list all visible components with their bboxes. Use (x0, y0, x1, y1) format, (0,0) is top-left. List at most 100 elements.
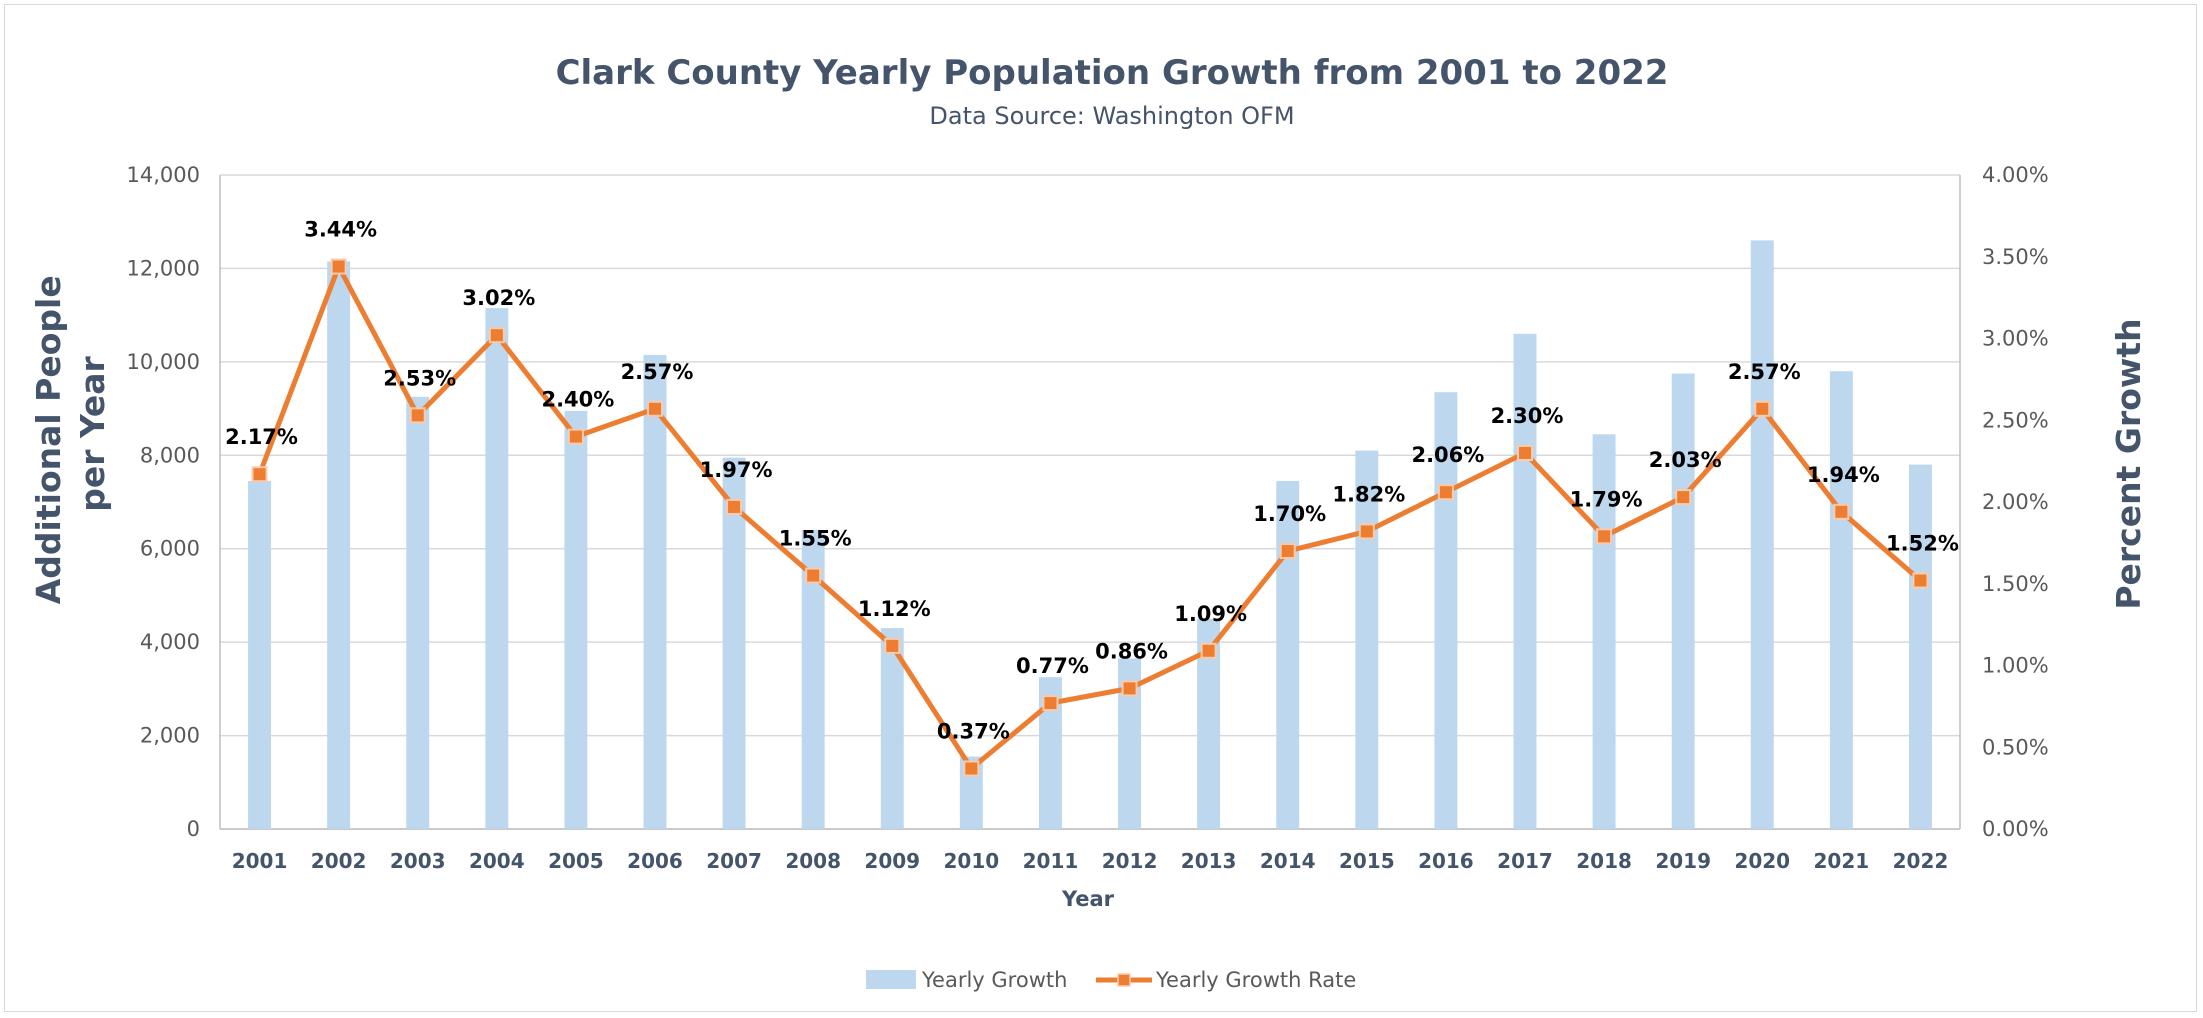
line-marker (251, 466, 268, 483)
data-label: 2.03% (1649, 448, 1722, 472)
bar (327, 261, 351, 830)
line-marker (1358, 523, 1375, 540)
left-tick-label: 8,000 (140, 443, 200, 467)
line-marker (805, 567, 822, 584)
left-tick-label: 12,000 (127, 256, 200, 280)
line-marker (330, 258, 347, 275)
line-marker (1279, 543, 1296, 560)
chart-title: Clark County Yearly Population Growth fr… (556, 53, 1669, 93)
x-tick-label: 2020 (1734, 849, 1790, 873)
bar (1038, 677, 1062, 829)
bar (1829, 371, 1853, 829)
right-tick-label: 4.00% (1982, 163, 2049, 187)
data-label: 1.55% (779, 527, 852, 551)
bar (248, 480, 272, 829)
x-tick-label: 2012 (1102, 849, 1158, 873)
data-label: 0.86% (1095, 639, 1168, 663)
legend-swatch-bar (866, 970, 916, 989)
data-label: 1.12% (858, 597, 931, 621)
left-tick-label: 6,000 (140, 537, 200, 561)
line-marker (409, 407, 426, 424)
x-tick-label: 2002 (311, 849, 367, 873)
data-label: 0.77% (1016, 654, 1089, 678)
data-label: 1.82% (1332, 482, 1405, 506)
growth-rate-line (257, 264, 1923, 772)
bar (1750, 240, 1774, 829)
x-tick-label: 2001 (232, 849, 288, 873)
x-tick-label: 2007 (706, 849, 762, 873)
x-tick-label: 2013 (1181, 849, 1237, 873)
x-tick-label: 2011 (1023, 849, 1079, 873)
x-tick-label: 2015 (1339, 849, 1395, 873)
line-marker (488, 327, 505, 344)
right-tick-label: 1.50% (1982, 572, 2049, 596)
bar (1197, 618, 1221, 829)
left-tick-label: 4,000 (140, 630, 200, 654)
chart-subtitle: Data Source: Washington OFM (929, 102, 1294, 130)
line-marker (884, 637, 901, 654)
line-marker (726, 498, 743, 515)
bar (643, 354, 667, 829)
gridlines (219, 174, 1961, 830)
left-tick-label: 14,000 (127, 163, 200, 187)
line-marker (1596, 528, 1613, 545)
x-tick-label: 2018 (1576, 849, 1632, 873)
left-tick-label: 0 (187, 817, 200, 841)
line-marker (963, 760, 980, 777)
right-axis-title: Percent Growth (2109, 318, 2148, 609)
line-marker (567, 428, 584, 445)
line-marker (1437, 484, 1454, 501)
bar (1118, 658, 1142, 829)
right-tick-label: 2.50% (1982, 408, 2049, 432)
legend-swatch-marker (1117, 973, 1131, 987)
data-label: 1.79% (1570, 487, 1643, 511)
x-tick-label: 2010 (944, 849, 1000, 873)
right-tick-label: 0.00% (1982, 817, 2049, 841)
bar (722, 457, 746, 829)
left-tick-label: 2,000 (140, 724, 200, 748)
data-label: 1.94% (1807, 463, 1880, 487)
right-tick-label: 0.50% (1982, 735, 2049, 759)
line-marker (1517, 444, 1533, 461)
line-marker (1833, 503, 1850, 520)
data-label: 2.57% (1728, 360, 1801, 384)
right-tick-label: 3.00% (1982, 327, 2049, 351)
data-label: 2.57% (621, 360, 694, 384)
line-marker (1754, 400, 1771, 417)
x-axis-title: Year (1061, 887, 1115, 911)
legend-label-bar: Yearly Growth (921, 968, 1067, 992)
bar (564, 410, 588, 829)
bar (1355, 450, 1379, 829)
data-label: 2.53% (383, 366, 456, 390)
data-labels: 2.17% 3.44% 2.53% 3.02% 2.40% 2.57% 1.97% 1.55%… (225, 218, 1959, 744)
data-label: 2.30% (1491, 404, 1564, 428)
x-axis-ticks: 2001 2002 2003 2004 2005 2006 2007 2008 2009 2010… (232, 849, 1949, 873)
bar (406, 396, 430, 829)
bar (1276, 480, 1300, 829)
data-label: 3.02% (462, 286, 535, 310)
x-tick-label: 2009 (864, 849, 920, 873)
bar (485, 308, 509, 829)
x-tick-label: 2008 (785, 849, 841, 873)
left-axis-ticks: 0 2,000 4,000 6,000 8,000 10,000 12,000 14,000 (127, 163, 200, 841)
data-label: 1.70% (1253, 502, 1326, 526)
x-tick-label: 2019 (1655, 849, 1711, 873)
data-label: 1.97% (700, 458, 773, 482)
data-label: 1.09% (1174, 602, 1247, 626)
data-label: 2.17% (225, 425, 298, 449)
x-tick-label: 2022 (1893, 849, 1949, 873)
bar (880, 628, 904, 829)
x-tick-label: 2003 (390, 849, 446, 873)
left-tick-label: 10,000 (127, 350, 200, 374)
left-axis-title: Additional People per Year (29, 264, 112, 604)
line-marker (1912, 572, 1929, 589)
bar (801, 530, 825, 829)
x-tick-label: 2016 (1418, 849, 1474, 873)
bar (1671, 373, 1695, 829)
left-axis-title-line-2: per Year (73, 355, 112, 511)
x-tick-label: 2021 (1814, 849, 1870, 873)
data-label: 0.37% (937, 720, 1010, 744)
right-tick-label: 1.00% (1982, 654, 2049, 678)
line-marker (1121, 680, 1138, 697)
bar (1434, 392, 1458, 829)
